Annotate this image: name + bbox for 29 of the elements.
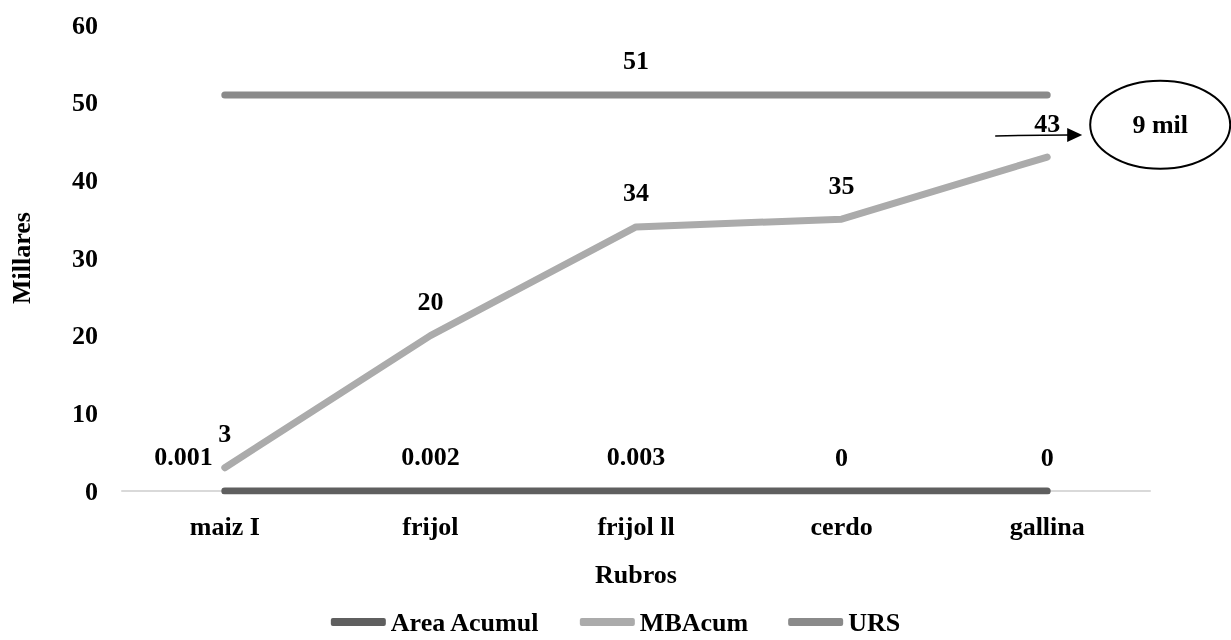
data-label: 0 <box>1040 442 1054 472</box>
data-label: 43 <box>1034 108 1061 138</box>
y-axis-title: Millares <box>6 212 36 304</box>
x-tick-label: cerdo <box>810 511 873 541</box>
x-tick-label: frijol ll <box>597 511 675 541</box>
data-label: 0 <box>835 442 849 472</box>
y-tick-label: 10 <box>72 398 98 428</box>
data-label: 0.002 <box>401 442 460 472</box>
y-tick-label: 40 <box>72 165 98 195</box>
x-tick-label: gallina <box>1009 511 1085 541</box>
legend-label: Area Acumul <box>390 607 539 637</box>
x-tick-label: maiz I <box>189 511 260 541</box>
annotation: 9 mil <box>1132 110 1188 140</box>
data-label: 35 <box>828 170 855 200</box>
legend-label: MBAcum <box>639 607 749 637</box>
x-tick-label: frijol <box>402 511 459 541</box>
y-tick-label: 0 <box>85 476 98 506</box>
x-axis-title: Rubros <box>595 559 677 589</box>
data-label: 51 <box>623 46 649 76</box>
data-label: 20 <box>417 287 444 317</box>
y-tick-label: 60 <box>72 10 98 40</box>
y-tick-label: 20 <box>72 321 98 351</box>
data-label: 3 <box>218 419 232 449</box>
y-tick-label: 30 <box>72 243 98 273</box>
legend-label: URS <box>848 607 901 637</box>
data-label: 34 <box>623 178 649 208</box>
y-tick-label: 50 <box>72 88 98 118</box>
data-label: 0.003 <box>606 442 666 472</box>
data-label: 0.001 <box>154 442 213 472</box>
